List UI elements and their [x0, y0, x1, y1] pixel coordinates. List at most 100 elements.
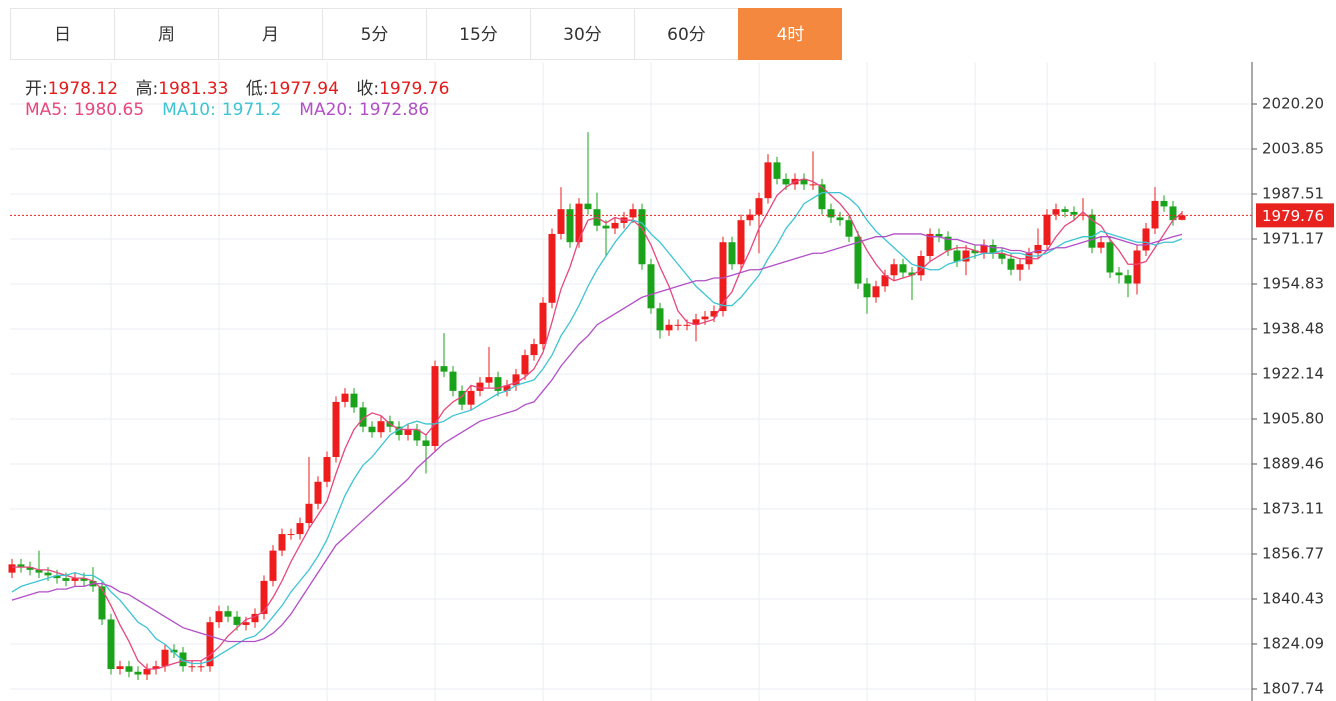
candle-body [1043, 214, 1051, 245]
candle-body [206, 622, 214, 667]
candle-body [17, 564, 25, 568]
candle-body [1034, 244, 1042, 254]
candle-body [413, 429, 421, 441]
candle-body [656, 308, 664, 331]
candle-body [134, 671, 142, 675]
candle-body [35, 569, 43, 573]
candle-body [530, 344, 538, 356]
candle-body [638, 209, 646, 265]
candle-body [431, 366, 439, 446]
candle-body [647, 264, 655, 309]
candle-body [782, 178, 790, 185]
candle-body [1178, 215, 1186, 220]
y-tick-label: 1987.51 [1262, 185, 1324, 203]
y-tick-label: 1856.77 [1262, 544, 1324, 562]
close-label: 收: [356, 79, 380, 99]
candle-body [179, 652, 187, 667]
y-tick-label: 1971.17 [1262, 229, 1324, 247]
candle-body [872, 286, 880, 298]
close-value: 1979.76 [379, 79, 450, 99]
candle-body [341, 393, 349, 402]
period-tab[interactable]: 5分 [322, 8, 426, 60]
candle-body [1088, 214, 1096, 248]
candle-body [944, 236, 952, 251]
candle-body [197, 666, 205, 668]
candle-body [692, 319, 700, 325]
period-tab[interactable]: 周 [114, 8, 218, 60]
candle-body [737, 220, 745, 265]
period-tab[interactable]: 月 [218, 8, 322, 60]
candle-body [107, 619, 115, 670]
candle-body [377, 421, 385, 433]
legend-entry: MA5: 1980.65 [25, 100, 144, 120]
candle-body [512, 374, 520, 386]
candle-body [53, 575, 61, 579]
candle-body [44, 572, 52, 576]
candle-body [1124, 275, 1132, 284]
candle-body [818, 184, 826, 210]
period-tab[interactable]: 60分 [634, 8, 738, 60]
candle-body [287, 534, 295, 536]
candle-body [1097, 242, 1105, 248]
candle-body [755, 198, 763, 215]
candle-body [575, 203, 583, 243]
y-tick-label: 1807.74 [1262, 679, 1324, 697]
candle-body [305, 503, 313, 524]
candle-body [80, 578, 88, 581]
candle-body [1061, 209, 1069, 212]
candle-body [1052, 209, 1060, 215]
candle-body [746, 214, 754, 221]
candle-body [71, 578, 79, 581]
period-tab[interactable]: 30分 [530, 8, 634, 60]
high-value: 1981.33 [158, 79, 229, 99]
candle-body [485, 377, 493, 383]
period-tab[interactable]: 15分 [426, 8, 530, 60]
candle-body [539, 302, 547, 345]
period-tab[interactable]: 日 [10, 8, 114, 60]
candle-body [116, 666, 124, 670]
candle-body [224, 611, 232, 617]
last-price-label: 1979.76 [1262, 207, 1324, 225]
candle-body [233, 616, 241, 625]
candle-body [980, 244, 988, 254]
candle-body [26, 567, 34, 570]
candle-body [800, 178, 808, 185]
candle-body [836, 217, 844, 221]
y-tick-label: 1873.11 [1262, 499, 1324, 517]
candle-body [962, 250, 970, 262]
candle-body [368, 426, 376, 433]
candle-body [1007, 258, 1015, 270]
candle-body [476, 382, 484, 391]
y-tick-label: 1922.14 [1262, 364, 1324, 382]
candle-body [143, 669, 151, 675]
candle-body [809, 184, 817, 186]
candle-body [467, 390, 475, 405]
candle-body [953, 250, 961, 262]
candle-body [971, 250, 979, 254]
legend-entry: MA20: 1972.86 [299, 100, 429, 120]
candle-body [566, 209, 574, 243]
candle-body [269, 550, 277, 581]
candle-body [1151, 200, 1159, 229]
y-tick-label: 1954.83 [1262, 274, 1324, 292]
candle-body [863, 283, 871, 298]
candle-body [1160, 200, 1168, 207]
y-tick-label: 2003.85 [1262, 140, 1324, 158]
ohlc-info: 开:1978.12 高:1981.33 低:1977.94 收:1979.76 [25, 74, 461, 99]
period-tab[interactable]: 4时 [738, 8, 842, 60]
candle-body [188, 666, 196, 668]
candle-body [845, 220, 853, 237]
open-value: 1978.12 [47, 79, 119, 99]
candle-body [701, 316, 709, 320]
candle-body [989, 244, 997, 254]
candle-body [296, 523, 304, 535]
candle-body [908, 272, 916, 276]
candle-body [548, 233, 556, 303]
candle-body [728, 242, 736, 265]
candle-body [251, 613, 259, 623]
candle-body [350, 393, 358, 408]
candle-body [1106, 242, 1114, 273]
candle-body [773, 162, 781, 179]
legend-name: MA20: [299, 100, 353, 120]
